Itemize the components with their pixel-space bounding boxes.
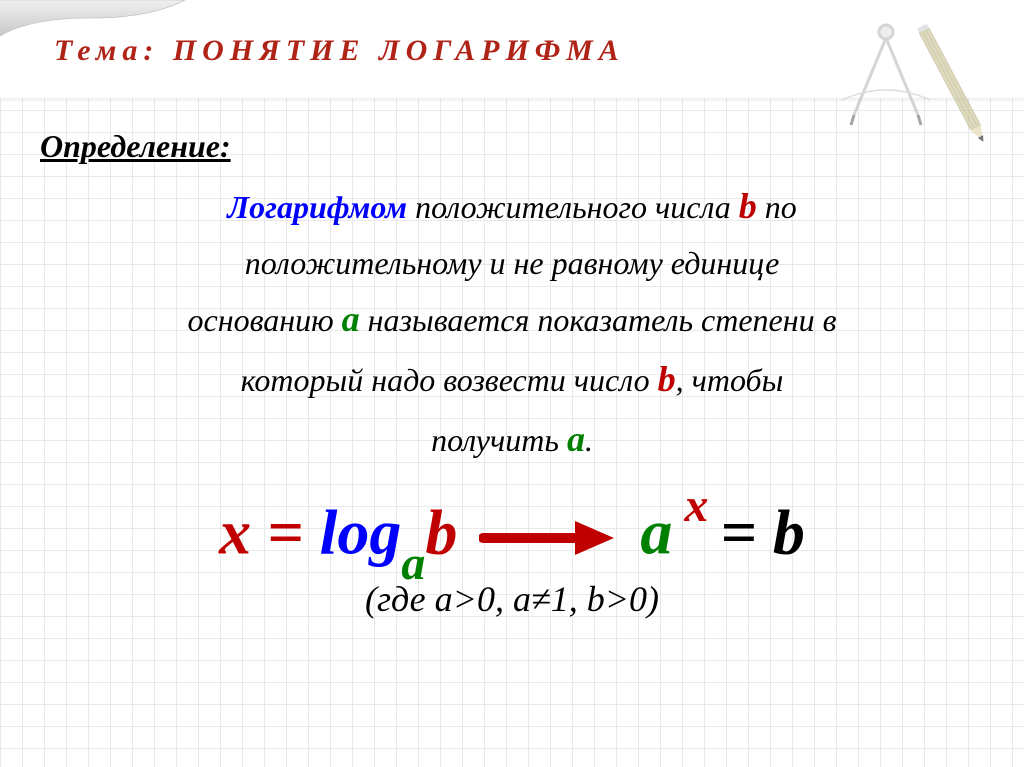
formula-arg-b: b	[425, 496, 457, 567]
text-fragment: , чтобы	[676, 362, 784, 398]
definition-line-5: получить a.	[40, 412, 984, 468]
content-area: Определение: Логарифмом положительного ч…	[40, 128, 984, 620]
text-fragment: .	[585, 422, 593, 458]
definition-line-4: который надо возвести число b, чтобы	[40, 352, 984, 408]
definition-line-3: основанию a называется показатель степен…	[40, 292, 984, 348]
symbol-b: b	[658, 359, 676, 399]
definition-body: Логарифмом положительного числа b по пол…	[40, 179, 984, 468]
definition-line-2: положительному и не равному единице	[40, 239, 984, 289]
text-fragment: который надо возвести число	[241, 362, 658, 398]
text-fragment: получить	[431, 422, 567, 458]
formula-exponent-x: x	[672, 479, 720, 532]
formula-main: x = logab a x = b	[40, 492, 984, 576]
formula-base-a: a	[401, 537, 425, 590]
slide-title: Тема: ПОНЯТИЕ ЛОГАРИФМА	[54, 34, 625, 68]
compass-pencil-decoration	[824, 20, 994, 150]
symbol-a: a	[567, 419, 585, 459]
formula-condition: (где a>0, a≠1, b>0)	[40, 578, 984, 620]
formula-rhs-a: a	[640, 496, 672, 567]
formula-x-eq: x =	[219, 496, 319, 567]
text-fragment: положительному и не равному единице	[245, 245, 780, 281]
formula-block: x = logab a x = b (где a>0, a≠1, b>0)	[40, 492, 984, 620]
text-fragment: называется показатель степени в	[360, 302, 837, 338]
text-fragment: положительного числа	[407, 189, 739, 225]
formula-log: log	[320, 496, 402, 567]
text-fragment: основанию	[187, 302, 341, 338]
symbol-b: b	[739, 186, 757, 226]
word-logarithm: Логарифмом	[227, 189, 407, 225]
formula-eq-b: = b	[720, 496, 804, 567]
symbol-a: a	[342, 299, 360, 339]
text-fragment: по	[757, 189, 797, 225]
definition-line-1: Логарифмом положительного числа b по	[40, 179, 984, 235]
arrow-icon	[479, 515, 614, 561]
